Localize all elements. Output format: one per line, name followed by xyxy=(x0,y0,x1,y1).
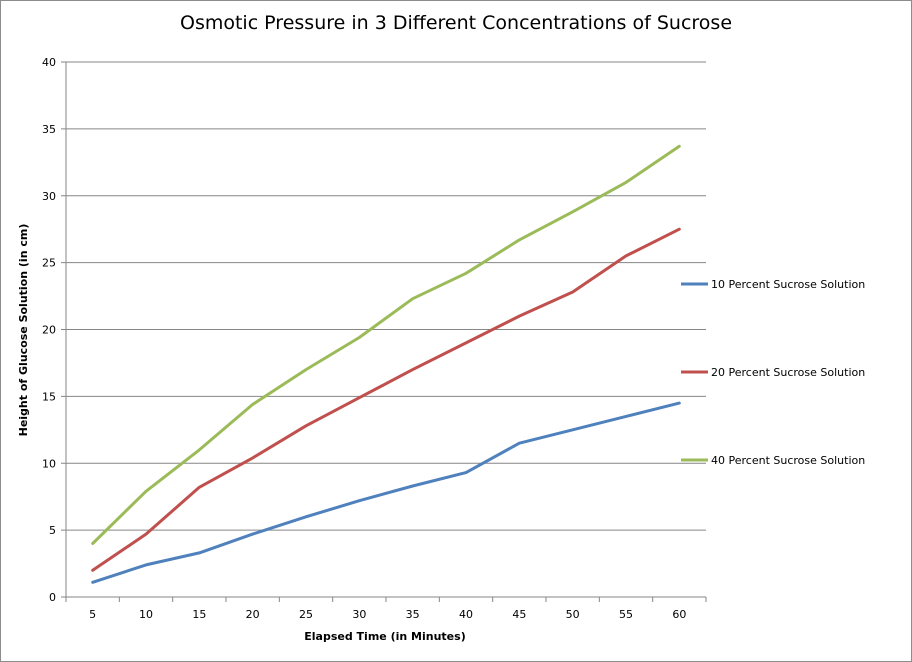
series-lines xyxy=(91,144,681,584)
x-axis-label: Elapsed Time (in Minutes) xyxy=(304,630,465,643)
x-tick-label: 55 xyxy=(619,608,633,621)
x-tick-label: 40 xyxy=(459,608,473,621)
x-tick-label: 15 xyxy=(192,608,206,621)
x-tick-label: 45 xyxy=(512,608,526,621)
y-tick-label: 25 xyxy=(42,257,56,270)
series-line-2 xyxy=(91,227,681,572)
y-tick-label: 0 xyxy=(49,591,56,604)
x-tick-labels: 5 10 15 20 25 30 35 40 45 50 55 60 xyxy=(89,608,686,621)
legend-label: 10 Percent Sucrose Solution xyxy=(711,278,865,291)
y-tick-label: 40 xyxy=(42,56,56,69)
x-tick-label: 5 xyxy=(89,608,96,621)
y-tick-labels: 0 5 10 15 20 25 30 35 40 xyxy=(42,56,56,604)
legend-label: 20 Percent Sucrose Solution xyxy=(711,366,865,379)
y-tick-label: 10 xyxy=(42,457,56,470)
x-tick-label: 25 xyxy=(299,608,313,621)
x-tick-label: 10 xyxy=(139,608,153,621)
x-tick-label: 20 xyxy=(246,608,260,621)
legend: 10 Percent Sucrose Solution 20 Percent Su… xyxy=(681,278,865,467)
series-line-1 xyxy=(91,401,681,584)
y-tick-label: 5 xyxy=(49,524,56,537)
y-tick-label: 20 xyxy=(42,324,56,337)
series-line-3 xyxy=(91,144,681,545)
gridlines xyxy=(66,61,706,531)
y-axis-label: Height of Glucose Solution (in cm) xyxy=(17,224,30,437)
axes xyxy=(61,61,707,602)
x-tick-label: 60 xyxy=(672,608,686,621)
x-tick-label: 30 xyxy=(352,608,366,621)
x-tick-label: 35 xyxy=(406,608,420,621)
y-tick-label: 35 xyxy=(42,123,56,136)
x-tick-label: 50 xyxy=(566,608,580,621)
y-tick-label: 30 xyxy=(42,190,56,203)
chart-title: Osmotic Pressure in 3 Different Concentr… xyxy=(179,12,733,34)
y-tick-label: 15 xyxy=(42,390,56,403)
legend-label: 40 Percent Sucrose Solution xyxy=(711,454,865,467)
